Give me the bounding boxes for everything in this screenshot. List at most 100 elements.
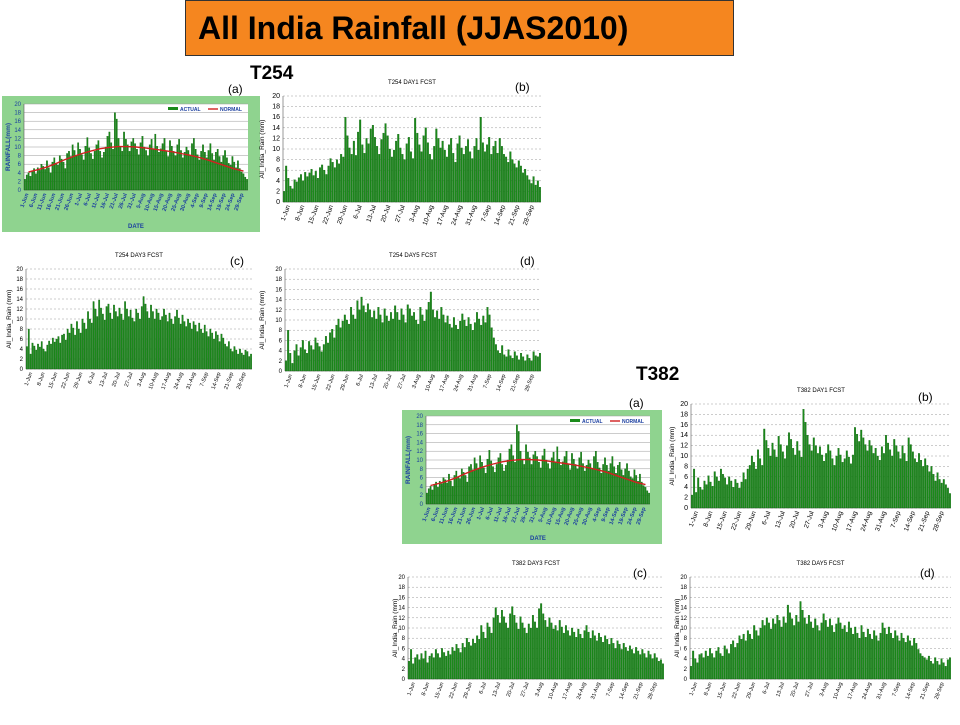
- bar: [528, 457, 531, 505]
- bar: [875, 635, 878, 680]
- bar: [778, 620, 781, 680]
- bar: [474, 643, 477, 680]
- bar: [475, 138, 478, 203]
- bar: [337, 318, 340, 372]
- x-tick-label: 3-Aug: [409, 204, 422, 223]
- bar: [93, 151, 96, 191]
- bar: [106, 136, 109, 191]
- bar: [33, 345, 36, 370]
- x-tick-label: 1-Jul: [74, 192, 84, 207]
- bar: [556, 446, 559, 505]
- bar: [753, 625, 756, 680]
- bar: [465, 325, 468, 372]
- bar: [393, 149, 395, 203]
- bar: [194, 324, 197, 370]
- bar: [453, 475, 456, 505]
- bar: [808, 444, 811, 509]
- bar: [120, 313, 123, 370]
- bar: [852, 454, 854, 509]
- bar: [816, 625, 819, 680]
- bar: [779, 444, 782, 509]
- x-tick-label: 13-Jul: [369, 374, 380, 390]
- bar: [395, 140, 398, 203]
- bar: [127, 316, 130, 370]
- bar: [215, 152, 217, 191]
- bar: [244, 176, 247, 191]
- bar: [360, 296, 363, 372]
- bar: [154, 133, 157, 191]
- bar: [620, 469, 623, 505]
- y-axis-label: All_India_Rain (mm): [259, 120, 266, 179]
- bar: [153, 318, 156, 370]
- bar: [549, 468, 551, 505]
- bar: [148, 317, 151, 370]
- bar: [948, 657, 951, 680]
- bar: [323, 170, 326, 203]
- x-tick-label: 10-Aug: [422, 204, 436, 226]
- y-tick-label: 10: [16, 317, 23, 323]
- x-tick-label: 27-Jul: [804, 682, 815, 698]
- bar: [803, 617, 806, 680]
- bar: [342, 156, 345, 203]
- bar: [194, 149, 197, 191]
- y-tick-label: 14: [416, 440, 423, 446]
- bar: [572, 458, 575, 505]
- bar: [726, 484, 729, 509]
- bar: [429, 154, 431, 203]
- bar: [593, 635, 596, 680]
- bar: [408, 308, 411, 372]
- bar: [310, 345, 313, 372]
- bar: [552, 628, 555, 680]
- bar: [495, 464, 498, 505]
- bar: [538, 462, 540, 505]
- chart-svg: 024681012141618201-Jun6-Jun11-Jun16-Jun2…: [2, 96, 260, 232]
- bar: [442, 314, 445, 372]
- bar: [920, 460, 923, 509]
- bar: [352, 140, 355, 203]
- bar: [629, 476, 632, 505]
- bar: [161, 143, 164, 191]
- bar: [222, 337, 225, 370]
- bar: [725, 649, 728, 680]
- bar: [463, 647, 466, 680]
- bar: [77, 328, 80, 370]
- y-tick-label: 14: [14, 128, 21, 134]
- bar: [462, 154, 465, 203]
- y-tick-label: 4: [684, 484, 688, 491]
- bar: [606, 465, 608, 505]
- bar: [61, 334, 63, 370]
- bar: [783, 458, 786, 509]
- x-tick-label: 1-Jun: [280, 204, 292, 222]
- bar: [946, 659, 949, 680]
- bar: [142, 296, 145, 370]
- bar: [492, 617, 495, 680]
- bar: [76, 321, 78, 370]
- bar: [942, 479, 945, 509]
- bar: [841, 628, 844, 680]
- chart-svg: 024681012141618201-Jun6-Jun11-Jun16-Jun2…: [402, 410, 662, 544]
- bar: [942, 662, 945, 680]
- bar: [513, 615, 516, 680]
- bar: [224, 343, 226, 370]
- bar: [128, 151, 131, 191]
- bar: [226, 346, 228, 370]
- bar: [821, 454, 823, 509]
- bar: [724, 477, 726, 509]
- bar: [92, 301, 95, 370]
- x-tick-label: 1-Jun: [284, 374, 294, 389]
- bar: [579, 633, 582, 680]
- bar: [109, 312, 112, 370]
- bar: [824, 620, 827, 680]
- x-tick-label: 15-Jun: [434, 682, 445, 700]
- bar: [224, 150, 226, 191]
- bar: [339, 327, 342, 372]
- bar: [348, 323, 350, 372]
- bar: [79, 332, 82, 370]
- bar: [344, 117, 347, 203]
- bar: [907, 437, 910, 509]
- bar: [135, 308, 138, 370]
- bar: [31, 170, 34, 191]
- bar: [177, 317, 180, 370]
- bar: [899, 458, 902, 509]
